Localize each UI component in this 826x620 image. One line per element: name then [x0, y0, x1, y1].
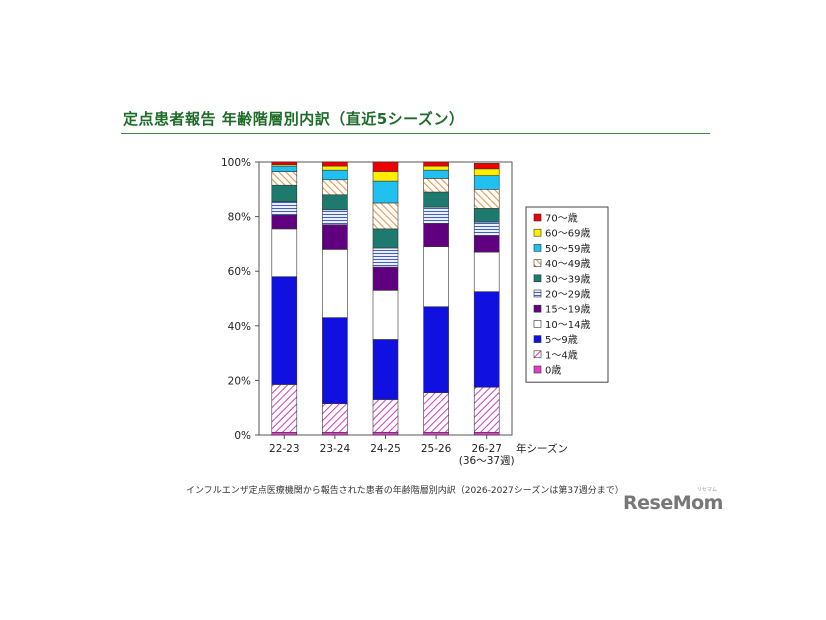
legend-swatch — [533, 335, 542, 343]
x-tick-label: 24-25 — [370, 443, 401, 455]
legend-swatch — [533, 350, 542, 359]
bar-segment — [423, 392, 449, 433]
bar-segment — [473, 235, 500, 253]
bar-segment — [271, 161, 298, 166]
bar-segment — [372, 339, 399, 400]
bar-segment — [372, 290, 399, 340]
bar-segment — [423, 191, 449, 208]
legend-label: 70〜歳 — [545, 213, 578, 225]
bar-segment — [322, 169, 348, 181]
bar-segment — [271, 384, 298, 433]
bar-segment — [322, 179, 348, 196]
bar-segment — [322, 161, 348, 167]
bar-segment — [372, 399, 399, 433]
legend-label: 20〜29歳 — [545, 289, 590, 301]
bar-segment — [423, 178, 449, 193]
bar-segment — [322, 165, 348, 171]
bar-segment — [322, 209, 348, 226]
x-axis-title: 年シーズン — [516, 442, 568, 455]
bar-segment — [473, 189, 500, 209]
x-tick-label: 22-23 — [269, 443, 300, 455]
bar-segment — [473, 208, 500, 223]
bar-segment — [423, 161, 449, 167]
bar-segment — [372, 247, 399, 268]
bar-segment — [423, 246, 449, 307]
legend-label: 15〜19歳 — [545, 304, 590, 316]
bar-segment — [322, 403, 348, 433]
legend-swatch — [533, 320, 542, 328]
bar-segment — [473, 175, 500, 190]
bar-segment — [473, 291, 500, 388]
bar-segment — [423, 306, 449, 393]
bar-segment — [473, 168, 500, 176]
bar-segment — [423, 165, 449, 171]
legend-swatch — [533, 259, 542, 267]
legend-label: 0歳 — [545, 365, 561, 377]
bar-segment — [473, 431, 500, 436]
resemom-logo: ReseMom — [623, 492, 723, 514]
legend-label: 50〜59歳 — [545, 243, 590, 255]
legend-label: 1〜4歳 — [545, 349, 578, 361]
y-tick-label: 60% — [228, 266, 251, 278]
legend-swatch — [533, 228, 542, 237]
bars — [271, 161, 500, 436]
bar-segment — [322, 317, 348, 404]
legend-swatch — [533, 289, 542, 298]
bar-segment — [473, 386, 500, 433]
legend: 70〜歳 60〜69歳 50〜59歳 40〜49歳 30〜39歳 20〜29歳 15〜19歳… — [525, 206, 609, 383]
legend-swatch — [533, 365, 542, 374]
bar-segment — [372, 161, 399, 172]
bar-segment — [271, 165, 298, 172]
bar-segment — [271, 431, 298, 436]
y-tick-label: 80% — [228, 212, 251, 224]
page-title: 定点患者報告 年齢階層別内訳（直近5シーズン） — [123, 110, 465, 128]
bar-segment — [473, 251, 500, 292]
bar-segment — [322, 431, 348, 436]
bar-segment — [322, 194, 348, 211]
bar-segment — [372, 266, 399, 291]
legend-swatch — [533, 244, 542, 252]
bar-segment — [372, 431, 399, 436]
x-tick-sublabel: (36〜37週) — [459, 455, 515, 467]
bar-segment — [372, 202, 399, 230]
bar-segment — [271, 228, 298, 277]
bar-segment — [271, 214, 298, 230]
axes: 0% 20% 40% 60% 80% 100% 22-23 23-24 24-25 25-26 26… — [221, 157, 568, 467]
bar-segment — [271, 201, 298, 216]
y-tick-label: 40% — [228, 321, 251, 333]
legend-label: 40〜49歳 — [545, 258, 590, 270]
legend-label: 5〜9歳 — [545, 334, 578, 346]
bar-segment — [271, 184, 298, 202]
y-tick-label: 20% — [228, 375, 251, 387]
bar-segment — [423, 431, 449, 436]
bar-segment — [372, 180, 399, 204]
legend-label: 30〜39歳 — [545, 273, 590, 285]
resemom-logo-sub: リセマム — [697, 487, 718, 493]
y-tick-label: 100% — [221, 157, 251, 169]
bar-segment — [423, 223, 449, 247]
y-tick-label: 0% — [234, 430, 251, 442]
bar-segment — [372, 171, 399, 182]
bar-segment — [271, 276, 298, 385]
legend-swatch — [533, 304, 542, 313]
bar-segment — [473, 163, 500, 170]
bar-segment — [322, 249, 348, 318]
legend-swatch — [533, 213, 542, 222]
chart-caption: インフルエンザ定点医療機関から報告された患者の年齢階層別内訳（2026-2027… — [186, 486, 624, 496]
bar-segment — [372, 228, 399, 249]
x-tick-label: 23-24 — [320, 443, 351, 455]
x-tick-label: 26-27 — [471, 443, 502, 455]
bar-segment — [473, 221, 500, 237]
legend-swatch — [533, 274, 542, 283]
bar-segment — [423, 206, 449, 224]
bar-segment — [322, 224, 348, 250]
legend-label: 10〜14歳 — [545, 319, 590, 331]
title-divider — [121, 133, 710, 134]
bar-segment — [271, 171, 298, 186]
legend-label: 60〜69歳 — [545, 228, 590, 240]
x-tick-label: 25-26 — [421, 443, 452, 455]
bar-segment — [423, 169, 449, 179]
